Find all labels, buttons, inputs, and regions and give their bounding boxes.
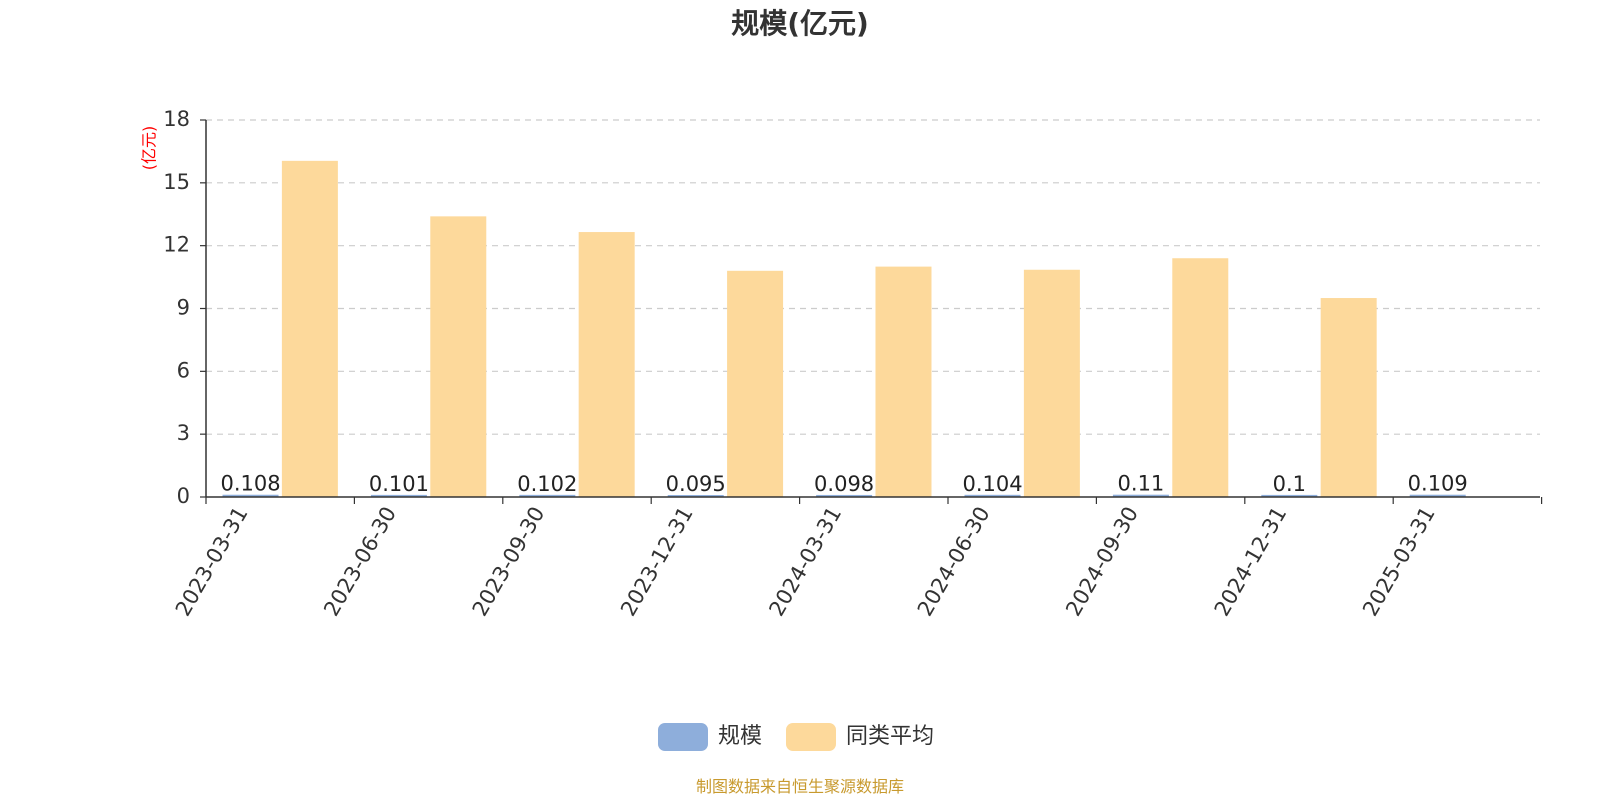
bar-peer-average [727,270,784,497]
bar-peer-average [430,216,487,497]
y-axis-unit-label: (亿元) [140,126,159,171]
legend: 规模 同类平均 [658,723,934,751]
data-label: 0.1 [1273,472,1306,496]
bar-peer-average [875,266,932,497]
data-label: 0.104 [962,472,1022,496]
y-tick-label: 0 [177,484,190,508]
bar-scale [667,495,724,497]
x-tick-label: 2023-03-31 [171,503,253,621]
x-tick-label: 2024-03-31 [764,503,846,621]
data-source-note: 制图数据来自恒生聚源数据库 [696,777,904,796]
legend-swatch[interactable] [786,723,836,751]
data-label: 0.095 [666,472,726,496]
legend-label[interactable]: 规模 [718,724,762,749]
x-tick-label: 2023-06-30 [319,503,401,621]
x-tick-label: 2024-12-31 [1210,503,1292,621]
bar-scale [964,494,1021,497]
legend-label[interactable]: 同类平均 [846,724,934,749]
x-tick-label: 2023-12-31 [616,503,698,621]
x-tick-label: 2024-09-30 [1061,503,1143,621]
y-tick-label: 6 [177,358,190,382]
y-tick-label: 15 [163,170,190,194]
bar-scale [519,494,576,497]
bar-peer-average [281,160,338,497]
bar-scale [370,494,427,497]
bar-peer-average [1320,298,1377,497]
data-label: 0.101 [369,472,429,496]
legend-swatch[interactable] [658,723,708,751]
bar-scale [222,494,279,497]
bar-peer-average [1172,258,1229,497]
bar-scale [816,494,873,497]
grid-lines [206,119,1540,435]
y-tick-label: 9 [177,296,190,320]
bar-scale [1112,494,1169,497]
data-label: 0.108 [220,472,280,496]
bar-peer-average [578,232,635,497]
data-label: 0.098 [814,472,874,496]
bar-peer-average [1023,269,1080,497]
data-label: 0.11 [1118,472,1165,496]
bar-scale [1409,494,1466,497]
data-label: 0.109 [1408,472,1468,496]
x-tick-label: 2023-09-30 [468,503,550,621]
data-labels: 0.108 0.101 0.102 0.095 0.098 0.104 0.11 0.1 0.1… [220,472,1467,496]
chart-title: 规模(亿元) [731,7,869,40]
data-label: 0.102 [517,472,577,496]
y-tick-label: 18 [163,107,190,131]
y-tick-label: 12 [163,233,190,257]
bars [222,160,1466,497]
x-tick-label: 2024-06-30 [913,503,995,621]
bar-scale [1261,494,1318,497]
y-tick-label: 3 [177,421,190,445]
x-tick-label: 2025-03-31 [1358,503,1440,621]
